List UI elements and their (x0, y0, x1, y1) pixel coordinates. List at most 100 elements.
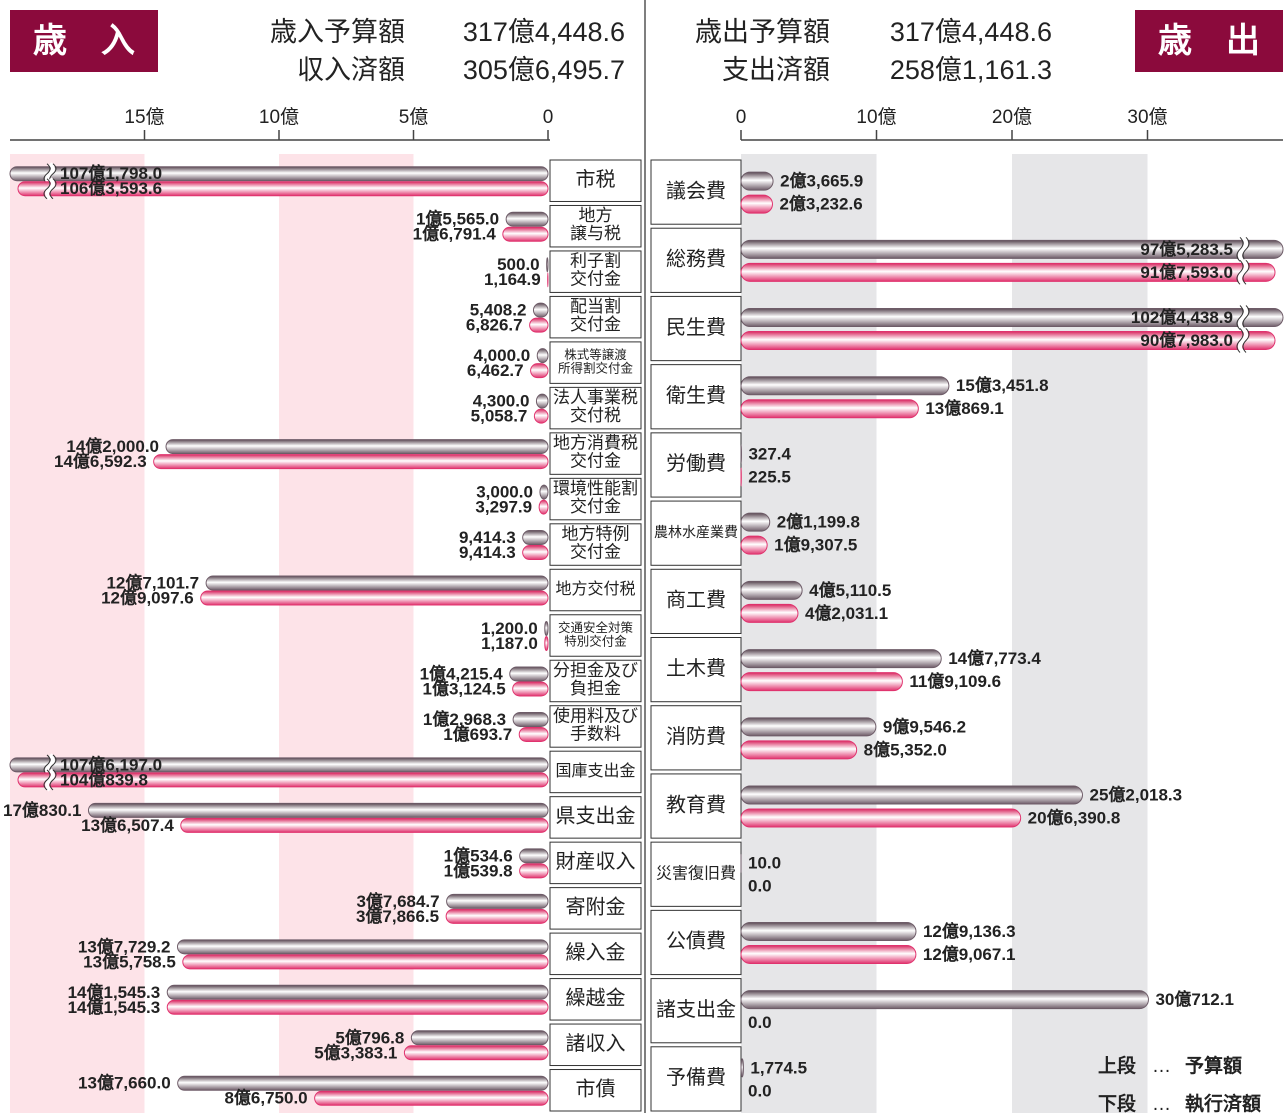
category-label: 法人事業税交付税 (553, 389, 638, 426)
bar (538, 499, 549, 515)
bar (544, 621, 549, 636)
value-label: 500.0 (497, 255, 540, 274)
value-label: 2億1,199.8 (777, 512, 860, 532)
value-label: 0.0 (748, 1081, 772, 1100)
bar (535, 393, 549, 409)
value-label: 1億4,215.4 (420, 663, 504, 683)
bar (740, 603, 799, 623)
category-label: 寄附金 (566, 896, 626, 919)
category-box (549, 432, 642, 475)
section-label: 歳 入 (33, 22, 135, 60)
category-label: 環境性能割交付金 (553, 480, 638, 517)
value-label: 107億6,197.0 (60, 754, 162, 774)
category-label: 商工費 (666, 589, 726, 612)
axis-break-edge (1236, 236, 1250, 262)
value-label: 5億796.8 (335, 1027, 404, 1047)
summary-label: 収入済額 (297, 55, 405, 85)
x-tick-label: 5億 (399, 106, 429, 128)
value-label: 3億7,866.5 (356, 906, 439, 926)
band (10, 154, 145, 1113)
value-label: 90億7,983.0 (1140, 330, 1233, 350)
bar (166, 984, 549, 1000)
value-label: 1億539.8 (444, 860, 513, 880)
value-label: 13億7,729.2 (78, 936, 171, 956)
x-tick-label: 10億 (856, 106, 896, 128)
bar (530, 363, 549, 379)
bar (17, 181, 549, 197)
value-label: 225.5 (748, 467, 791, 486)
category-box (650, 841, 742, 907)
category-label: 地方交付税 (555, 580, 635, 598)
category-label: 財産収入 (556, 850, 636, 873)
category-box (549, 204, 642, 248)
bar (182, 954, 549, 970)
value-label: 1億9,307.5 (774, 535, 857, 555)
category-label: 労働費 (666, 452, 726, 475)
value-label: 5,408.2 (470, 301, 527, 320)
bar (9, 166, 549, 182)
value-label: 8億5,352.0 (864, 739, 947, 759)
x-tick-label: 10億 (259, 106, 299, 128)
category-box (549, 295, 642, 339)
value-label: 3,000.0 (476, 483, 533, 502)
category-box (549, 705, 642, 748)
axis-break (45, 162, 55, 186)
category-box (650, 227, 742, 293)
category-label: 諸収入 (566, 1032, 626, 1055)
bar (153, 454, 549, 470)
bar (529, 317, 549, 333)
category-label: 土木費 (666, 657, 726, 680)
value-label: 6,462.7 (467, 361, 524, 380)
category-box (549, 659, 642, 703)
bar (740, 649, 942, 669)
category-label: 教育費 (666, 793, 726, 816)
category-box (650, 500, 742, 566)
bar (740, 262, 1276, 282)
value-label: 1,187.0 (481, 634, 538, 653)
category-label: 地方譲与税 (570, 207, 621, 244)
axis-break (1238, 258, 1248, 286)
category-box (549, 978, 642, 1021)
bar (532, 302, 549, 318)
value-label: 104億839.8 (60, 769, 148, 789)
value-label: 5億3,383.1 (314, 1042, 397, 1062)
category-label: 民生費 (666, 316, 726, 339)
x-tick-label: 0 (736, 107, 747, 128)
category-label: 市債 (576, 1078, 616, 1101)
bar (166, 999, 549, 1015)
category-box (549, 750, 642, 794)
value-label: 0.0 (748, 877, 772, 896)
bar (740, 580, 803, 600)
value-label: 107億1,798.0 (60, 163, 162, 183)
value-label: 14億1,545.3 (68, 997, 161, 1017)
bar (180, 817, 549, 833)
bar (740, 171, 774, 191)
bar (740, 376, 950, 396)
value-label: 14億2,000.0 (66, 436, 159, 456)
category-label: 災害復旧費 (656, 864, 736, 882)
value-label: 14億1,545.3 (68, 982, 161, 1002)
category-label: 予備費 (666, 1066, 726, 1089)
section-badge (10, 10, 158, 72)
category-box (650, 364, 742, 430)
category-label: 地方消費税交付金 (553, 434, 638, 471)
value-label: 12億9,097.6 (101, 588, 194, 608)
bar (740, 399, 919, 419)
value-label: 2億3,665.9 (780, 171, 863, 191)
value-label: 1,774.5 (750, 1058, 807, 1077)
bar (740, 308, 1284, 328)
bar (546, 257, 549, 273)
bar (740, 1058, 744, 1078)
axis-break-edge (43, 178, 57, 200)
bar (314, 1090, 549, 1106)
value-label: 1,200.0 (481, 619, 538, 638)
category-label: 国庫支出金 (555, 762, 635, 780)
value-label: 4億5,110.5 (809, 580, 891, 600)
category-box (650, 1046, 742, 1112)
bar (536, 348, 549, 364)
bar (740, 990, 1149, 1010)
bar (505, 211, 549, 227)
bar (740, 944, 917, 964)
section-badge (1135, 10, 1283, 72)
